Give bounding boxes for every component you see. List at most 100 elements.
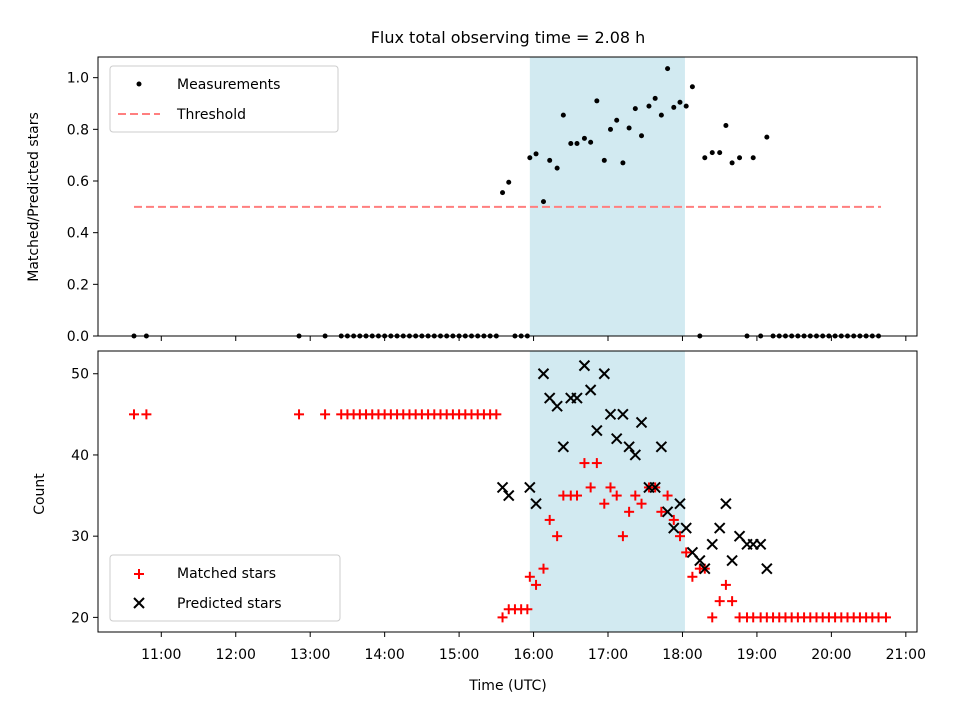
predicted-star-point — [584, 384, 597, 396]
bottom-y-axis-label: Count — [32, 473, 48, 515]
matched-star-point — [599, 498, 610, 509]
predicted-star-point-b — [635, 416, 648, 429]
bottom-y-tick-label: 20 — [71, 610, 89, 626]
x-axis-label: Time (UTC) — [468, 678, 546, 694]
matched-star-point — [591, 458, 602, 469]
measurement-point — [626, 125, 632, 131]
x-tick-label: 14:00 — [364, 647, 404, 663]
predicted-star-point-b — [694, 554, 706, 567]
predicted-star-point-b — [754, 538, 767, 550]
matched-star-point — [880, 612, 891, 623]
matched-star-point — [571, 490, 582, 501]
top-panel: 0.0 0.2 0.4 0.6 0.8 1.0 Flux total observing … — [26, 28, 918, 345]
measurement-point — [652, 95, 658, 101]
measurement-point — [632, 106, 638, 112]
matched-star-point — [630, 490, 641, 501]
matched-star-point — [668, 514, 679, 525]
measurement-point — [646, 103, 652, 109]
measurement-point — [560, 112, 566, 118]
bottom-y-tick-label: 30 — [71, 529, 89, 545]
predicted-star-point — [668, 522, 680, 534]
predicted-star-point-b — [761, 562, 773, 575]
predicted-star-point — [699, 562, 711, 575]
legend-predicted-marker — [133, 597, 145, 609]
top-y-axis-label: Matched/Predicted stars — [26, 112, 42, 282]
predicted-star-point — [503, 489, 515, 502]
predicted-star-point-b — [629, 449, 642, 461]
predicted-star-point-b — [649, 481, 661, 494]
top-y-tick-label: 0.8 — [67, 122, 89, 138]
predicted-star-point — [530, 497, 542, 510]
matched-star-point — [662, 490, 673, 501]
predicted-star-point-b — [699, 562, 711, 575]
measurement-point — [594, 98, 600, 104]
matched-star-point — [320, 409, 331, 420]
matched-star-point — [141, 409, 152, 420]
predicted-star-point — [726, 554, 738, 567]
measurement-point — [607, 126, 613, 132]
matched-star-point — [605, 482, 616, 493]
predicted-star-point-b — [623, 441, 635, 453]
measurement-point — [750, 155, 756, 161]
measurement-point — [702, 155, 708, 161]
top-y-tick-label: 0.0 — [67, 329, 89, 345]
matched-star-point — [552, 531, 563, 542]
predicted-star-point-b — [578, 359, 591, 372]
predicted-star-point-b — [726, 554, 738, 567]
predicted-star-point — [578, 359, 591, 372]
predicted-star-point — [571, 392, 583, 404]
measurement-point — [683, 103, 689, 109]
measurement-point — [620, 160, 626, 166]
matched-star-point — [720, 579, 731, 590]
matched-star-point — [636, 498, 647, 509]
measurement-point — [729, 160, 735, 166]
bottom-y-ticks: 20 30 40 50 — [71, 367, 98, 626]
top-axes-frame — [97, 56, 918, 337]
measurement-point — [614, 117, 620, 123]
measurement-point — [665, 66, 671, 72]
predicted-star-point-b — [598, 368, 610, 380]
matched-star-point — [656, 506, 667, 517]
matched-star-point — [522, 604, 533, 615]
predicted-star-point-b — [496, 481, 509, 494]
matched-star-point — [497, 612, 508, 623]
predicted-star-point-b — [610, 433, 623, 445]
predicted-star-point-b — [557, 441, 570, 453]
matched-star-point — [524, 571, 535, 582]
x-tick-label: 15:00 — [439, 647, 479, 663]
predicted-star-point — [649, 481, 661, 494]
matched-star-point — [714, 596, 725, 607]
predicted-star-point — [720, 497, 732, 510]
predicted-star-point-b — [524, 481, 536, 494]
predicted-stars-points — [496, 359, 773, 575]
matched-star-point — [128, 409, 139, 420]
predicted-star-point — [557, 441, 570, 453]
measurement-point — [574, 141, 580, 147]
top-legend-box — [109, 65, 339, 133]
matched-star-point — [624, 506, 635, 517]
predicted-star-point — [598, 368, 610, 380]
x-tick-label: 16:00 — [513, 647, 553, 663]
legend-threshold-label: Threshold — [176, 107, 246, 123]
matched-star-point — [538, 563, 549, 574]
top-y-ticks: 0.0 0.2 0.4 0.6 0.8 1.0 — [67, 71, 98, 345]
measurement-point — [639, 133, 645, 139]
predicted-star-point — [754, 538, 767, 550]
predicted-star-point-b — [537, 368, 550, 380]
x-tick-label: 19:00 — [737, 647, 777, 663]
top-y-tick-label: 0.6 — [67, 174, 89, 190]
predicted-star-point-b — [713, 522, 726, 534]
bottom-y-tick-label: 50 — [71, 367, 89, 383]
measurement-point — [588, 139, 594, 145]
x-tick-label: 20:00 — [811, 647, 851, 663]
predicted-star-point-b — [680, 522, 692, 534]
matched-star-point — [611, 490, 622, 501]
matched-star-point — [579, 458, 590, 469]
predicted-star-point-b — [617, 408, 629, 421]
predicted-star-point-b — [591, 424, 603, 437]
matched-star-point — [617, 531, 628, 542]
predicted-star-point-b — [503, 489, 515, 502]
matched-star-point — [687, 571, 698, 582]
